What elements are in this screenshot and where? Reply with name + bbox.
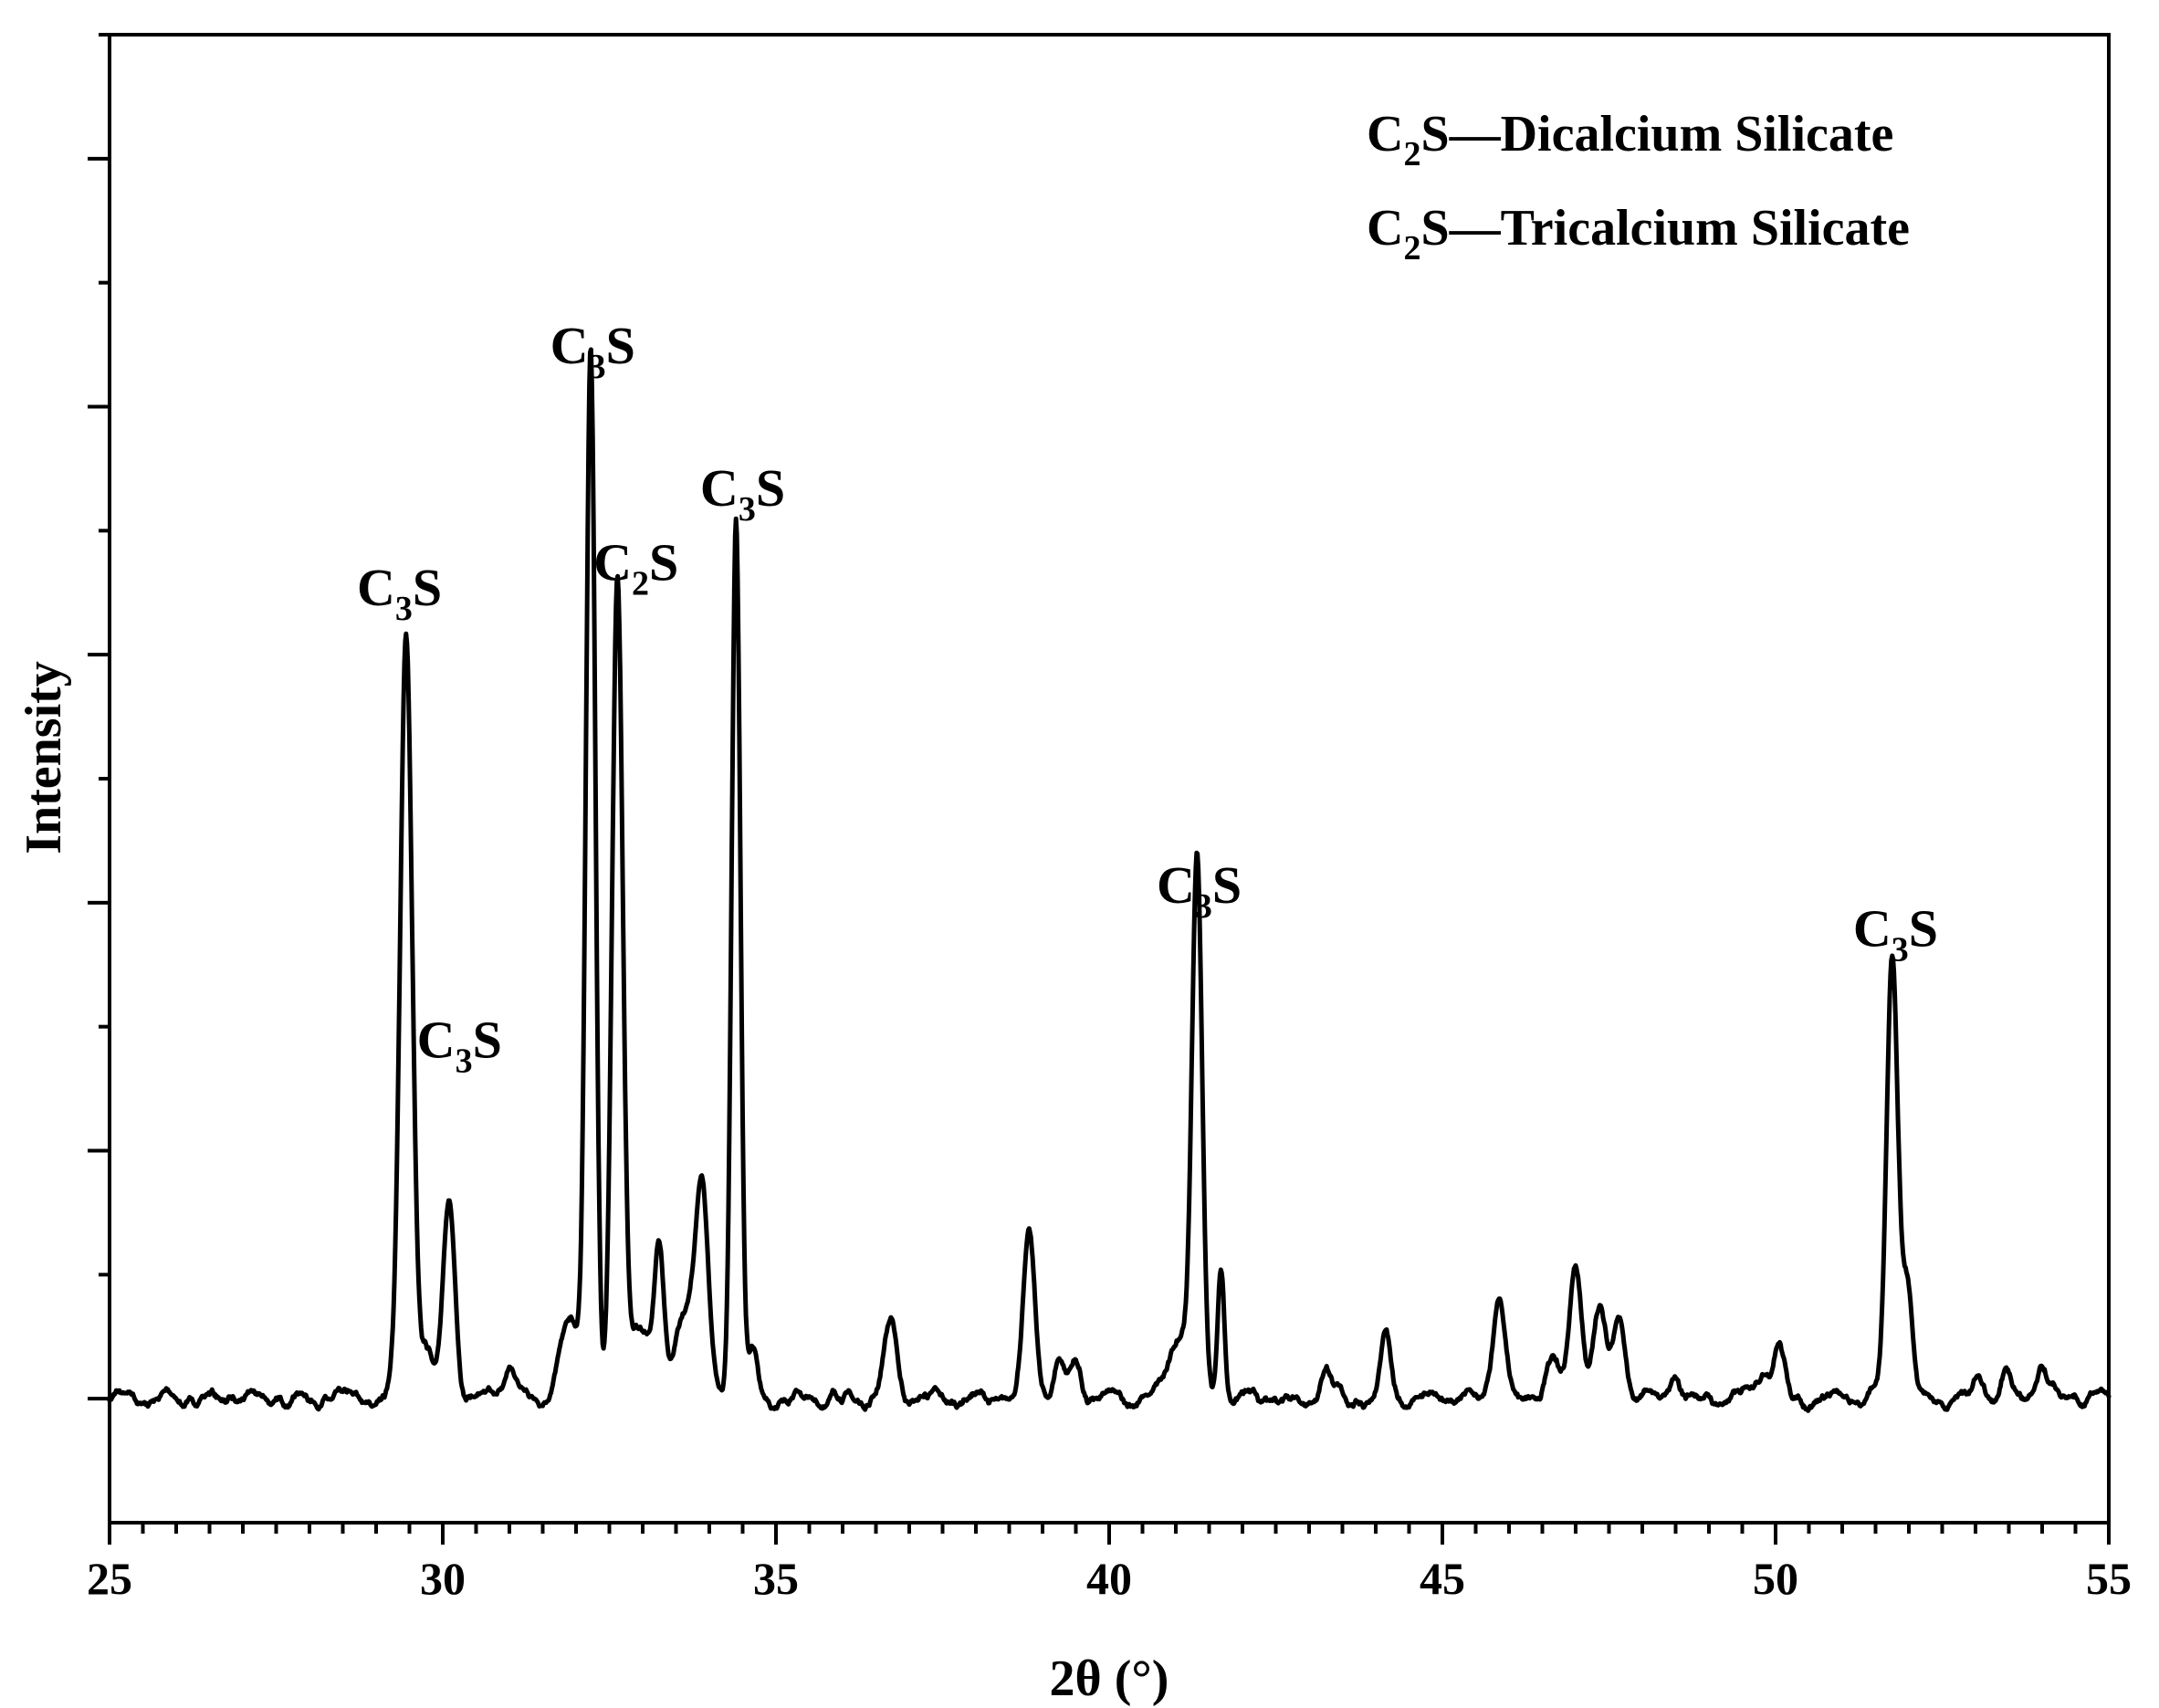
x-axis-title: 2θ (°) [1050,1650,1169,1707]
legend-entry: C2S—Dicalcium Silicate [1367,106,1893,173]
peak-label: C3S [357,558,442,628]
peak-label: C2S [593,533,678,603]
peak-label: C3S [550,316,635,386]
peak-label: C3S [700,458,785,529]
peak-label: C3S [1157,855,1242,926]
x-tick-label: 55 [2086,1553,2132,1604]
x-tick-label: 35 [753,1553,799,1604]
legend-entry: C2S—Tricalcium Silicate [1367,200,1910,267]
peak-annotations: C3S C3S C3S C2S C3S C3S C3S [357,316,1938,1081]
x-tick-label: 25 [87,1553,132,1604]
y-axis-title: Intensity [16,661,72,854]
x-axis-ticks [108,1523,2111,1545]
xrd-pattern-line [107,347,2112,1413]
x-tick-label: 50 [1753,1553,1798,1604]
x-tick-label: 40 [1086,1553,1132,1604]
peak-label: C3S [1853,898,1938,969]
legend: C2S—Dicalcium Silicate C2S—Tricalcium Sil… [1367,106,1910,267]
x-axis-tick-labels: 25 30 35 40 45 50 55 [87,1553,2132,1604]
peak-label: C3S [417,1011,502,1081]
y-axis-ticks [88,33,110,1401]
x-tick-label: 30 [420,1553,466,1604]
x-tick-label: 45 [1420,1553,1465,1604]
